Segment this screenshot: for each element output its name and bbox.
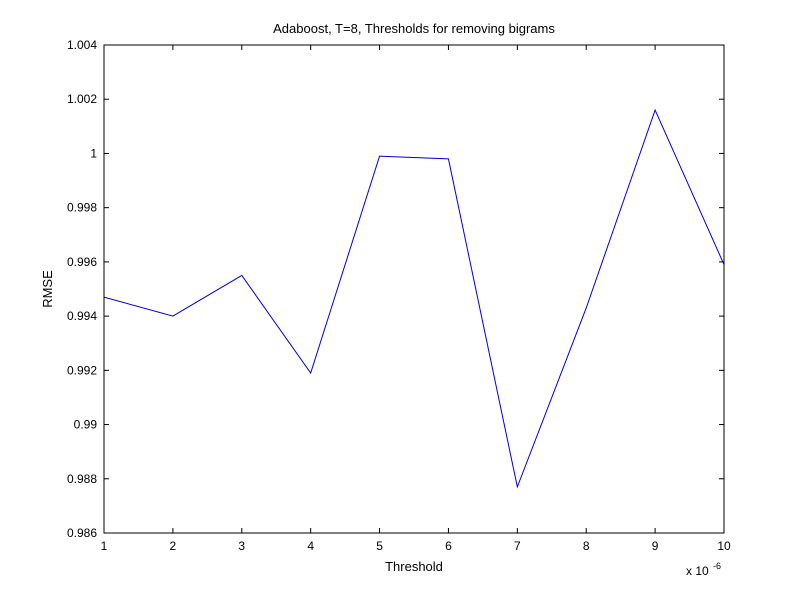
x-axis-multiplier: x 10 -6 — [686, 561, 721, 578]
x-axis-multiplier-base: x 10 — [686, 564, 709, 578]
x-axis-ticks: 1 2 3 4 5 6 7 8 9 10 — [101, 45, 731, 553]
y-axis-ticks: 0.986 0.988 0.99 0.992 0.994 0.996 0.998 1 1.002… — [67, 38, 724, 540]
y-axis-label: RMSE — [40, 270, 55, 308]
series-group — [103, 108, 725, 489]
chart-title: Adaboost, T=8, Thresholds for removing b… — [273, 21, 555, 36]
series-line — [103, 108, 725, 489]
y-tick-label: 1.004 — [67, 38, 97, 52]
x-tick-label: 10 — [717, 539, 731, 553]
y-tick-label: 0.99 — [74, 418, 98, 432]
x-axis-label: Threshold — [385, 559, 443, 574]
y-tick-label: 0.998 — [67, 201, 97, 215]
x-axis-multiplier-exponent: -6 — [713, 561, 721, 571]
x-tick-label: 3 — [238, 539, 245, 553]
y-tick-label: 0.996 — [67, 255, 97, 269]
x-tick-label: 1 — [101, 539, 108, 553]
y-tick-label: 0.988 — [67, 472, 97, 486]
y-tick-label: 0.994 — [67, 309, 97, 323]
x-tick-label: 5 — [376, 539, 383, 553]
y-tick-label: 1 — [90, 146, 97, 160]
plot-frame — [103, 44, 725, 534]
x-tick-label: 8 — [583, 539, 590, 553]
y-tick-label: 0.986 — [67, 526, 97, 540]
x-tick-label: 7 — [514, 539, 521, 553]
y-tick-label: 1.002 — [67, 92, 97, 106]
x-tick-label: 2 — [170, 539, 177, 553]
x-tick-label: 4 — [307, 539, 314, 553]
x-tick-label: 9 — [652, 539, 659, 553]
plot-area — [104, 45, 724, 533]
x-tick-label: 6 — [445, 539, 452, 553]
y-tick-label: 0.992 — [67, 363, 97, 377]
